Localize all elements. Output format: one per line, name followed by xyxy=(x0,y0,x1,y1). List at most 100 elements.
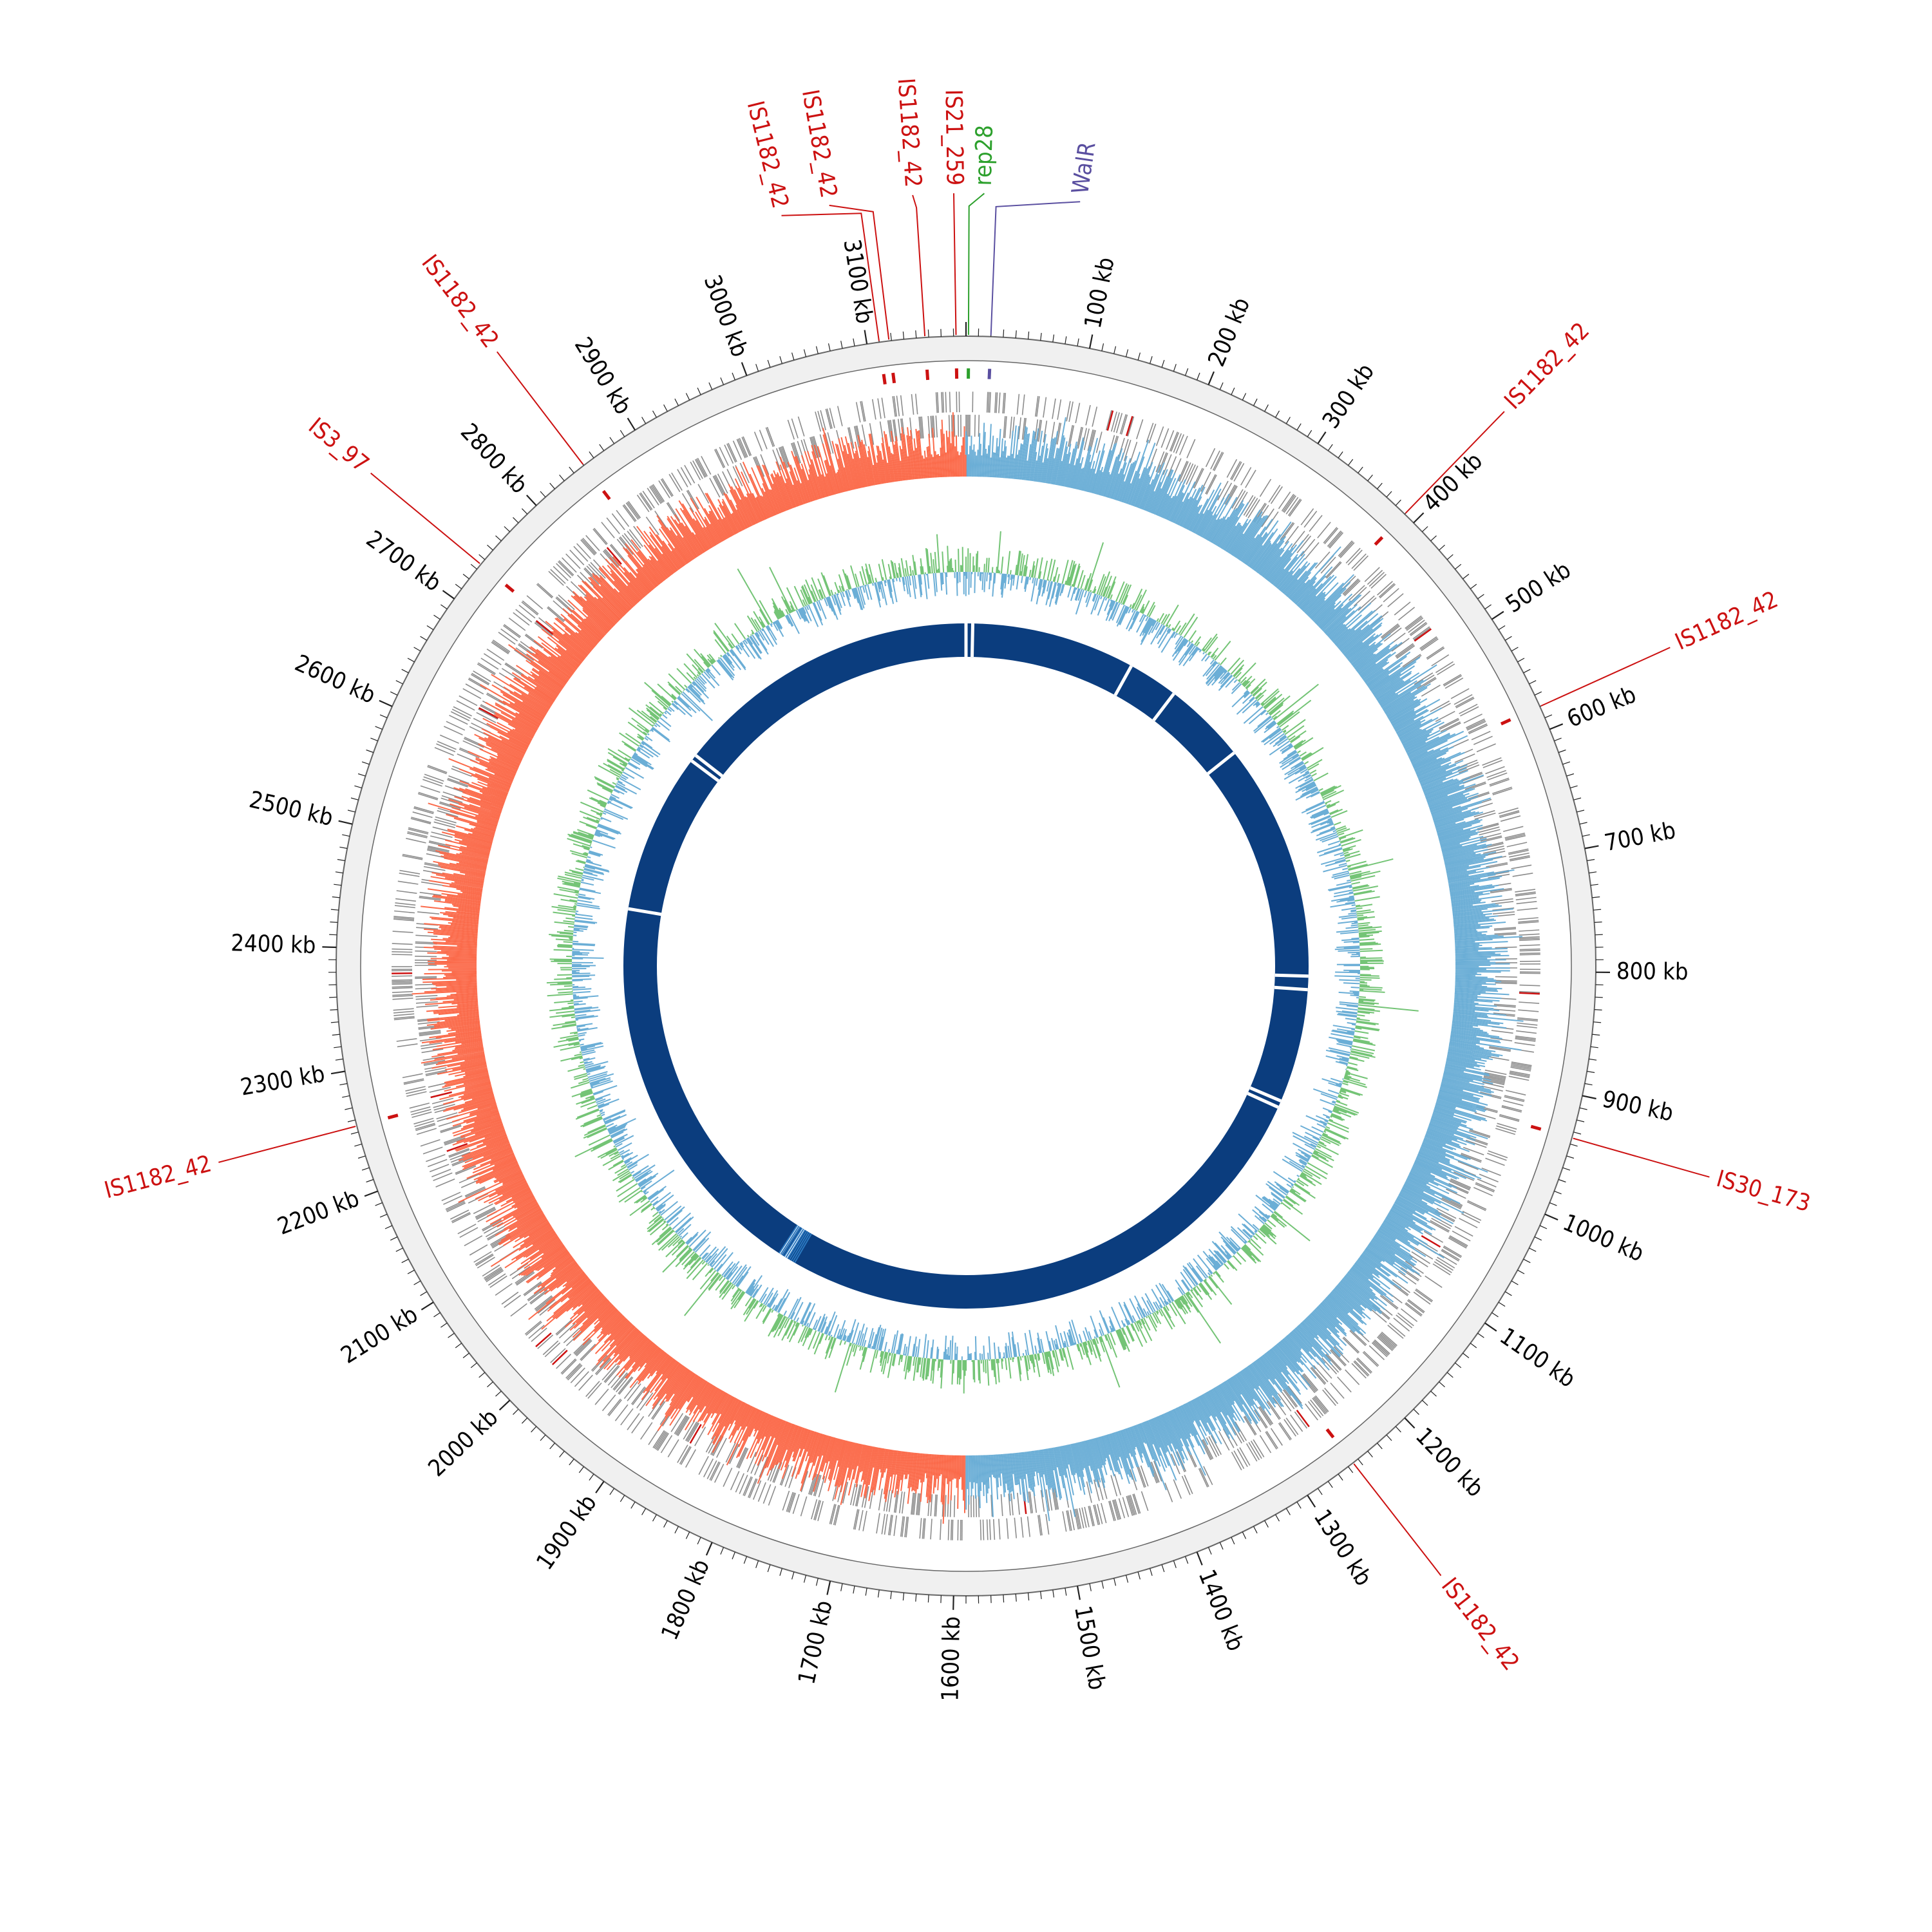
cds-mark xyxy=(1429,1221,1449,1233)
gc-skew-positive xyxy=(1303,1320,1318,1336)
cds-mark xyxy=(580,1343,596,1360)
cds-mark xyxy=(918,417,922,439)
gc-skew-negative xyxy=(829,465,838,494)
gc-skew-positive xyxy=(1181,484,1204,527)
gc-skew-positive xyxy=(1236,515,1267,560)
gc-skew-negative xyxy=(650,535,677,572)
cds-mark xyxy=(477,662,496,674)
gc-skew-positive xyxy=(1049,1448,1055,1471)
gc-skew-positive xyxy=(1439,833,1478,844)
gc-skew-positive xyxy=(1056,460,1063,486)
gc-content-bar xyxy=(1328,1110,1332,1113)
cds-mark xyxy=(856,1484,862,1507)
gc-skew-positive xyxy=(1431,806,1461,817)
cds-mark xyxy=(413,806,434,813)
cds-mark xyxy=(1267,1400,1281,1419)
cds-mark xyxy=(399,869,421,875)
minor-tick xyxy=(379,714,388,719)
minor-tick xyxy=(641,1508,647,1515)
cds-mark xyxy=(439,734,459,744)
gc-skew-positive xyxy=(1426,1130,1467,1146)
gc-skew-positive xyxy=(1442,1077,1484,1088)
gc-skew-negative xyxy=(570,613,601,641)
cds-mark xyxy=(393,918,414,922)
gc-skew-positive xyxy=(1273,1345,1296,1372)
cds-mark xyxy=(416,927,439,930)
gc-skew-negative xyxy=(562,1274,587,1295)
gc-skew-positive xyxy=(1043,458,1048,483)
gc-skew-negative xyxy=(708,513,725,541)
gc-skew-positive xyxy=(1338,629,1362,650)
cds-mark xyxy=(1088,1506,1094,1527)
gc-skew-positive xyxy=(1454,1005,1494,1010)
gc-content-bar xyxy=(1333,892,1354,898)
gc-skew-positive xyxy=(1013,1453,1018,1486)
gc-skew-positive xyxy=(1440,1086,1473,1097)
cds-mark xyxy=(421,1048,444,1054)
cds-mark xyxy=(393,1008,414,1011)
gc-content-bar xyxy=(1359,942,1378,945)
gc-skew-positive xyxy=(1374,672,1412,698)
gc-skew-positive xyxy=(1402,728,1434,746)
gc-skew-negative xyxy=(524,1222,550,1238)
cds-mark xyxy=(1380,1294,1399,1309)
gc-skew-positive xyxy=(1432,1112,1466,1124)
gc-content-bar xyxy=(1341,907,1356,911)
gc-skew-negative xyxy=(495,702,540,728)
cds-mark xyxy=(555,1319,573,1335)
gc-skew-negative xyxy=(447,959,477,961)
gc-skew-positive xyxy=(1122,451,1141,503)
minor-tick xyxy=(1285,417,1291,424)
cds-mark xyxy=(565,553,581,569)
gc-content-bar xyxy=(1347,1066,1359,1072)
gc-skew-negative xyxy=(605,558,642,600)
minor-tick xyxy=(462,574,469,580)
cds-mark xyxy=(877,398,882,419)
gc-content-bar xyxy=(1251,687,1259,695)
cds-mark xyxy=(902,1516,905,1537)
cds-mark xyxy=(690,461,701,480)
cds-mark xyxy=(698,1455,709,1475)
cds-mark xyxy=(622,505,636,522)
cds-mark xyxy=(869,422,875,445)
gc-skew-negative xyxy=(433,1007,478,1013)
gc-skew-positive xyxy=(1454,933,1482,936)
gc-skew-positive xyxy=(1446,1056,1485,1065)
cds-mark xyxy=(482,1264,500,1277)
gc-skew-negative xyxy=(437,1054,485,1064)
minor-tick xyxy=(652,1514,657,1522)
gc-skew-positive xyxy=(1384,1219,1414,1239)
minor-tick xyxy=(470,1362,477,1368)
cds-mark xyxy=(1068,424,1074,447)
gc-skew-negative xyxy=(516,1240,562,1271)
gc-skew-negative xyxy=(468,833,493,841)
gc-skew-negative xyxy=(427,1015,480,1022)
cds-mark xyxy=(1245,498,1258,517)
gc-skew-positive xyxy=(1336,620,1368,648)
gc-skew-positive xyxy=(1401,1188,1423,1200)
gc-skew-negative xyxy=(480,806,502,815)
gc-skew-negative xyxy=(495,704,539,729)
cds-mark xyxy=(1482,759,1503,768)
gc-content-bar xyxy=(1323,811,1330,816)
minor-tick xyxy=(1173,1560,1177,1568)
gc-skew-negative xyxy=(613,1329,639,1356)
gc-content-bar xyxy=(1319,848,1343,857)
gc-skew-positive xyxy=(1379,1227,1426,1257)
cds-mark xyxy=(897,419,902,441)
gc-skew-positive xyxy=(1020,1452,1025,1479)
gc-skew-positive xyxy=(1201,1394,1217,1421)
gc-skew-negative xyxy=(652,1365,684,1410)
gc-content-bar xyxy=(1336,1055,1350,1059)
cds-mark xyxy=(1435,1209,1455,1222)
cds-mark xyxy=(1353,1361,1368,1377)
gc-content-bar xyxy=(1343,851,1349,855)
cds-mark xyxy=(393,916,415,919)
gc-content-bar xyxy=(1334,821,1341,826)
cds-mark xyxy=(1087,429,1094,451)
cds-mark xyxy=(833,1504,839,1526)
gc-skew-positive xyxy=(1431,1115,1473,1130)
gc-content-bar xyxy=(1129,604,1132,608)
gc-content-bar xyxy=(1316,828,1336,837)
gc-skew-negative xyxy=(829,1438,839,1470)
